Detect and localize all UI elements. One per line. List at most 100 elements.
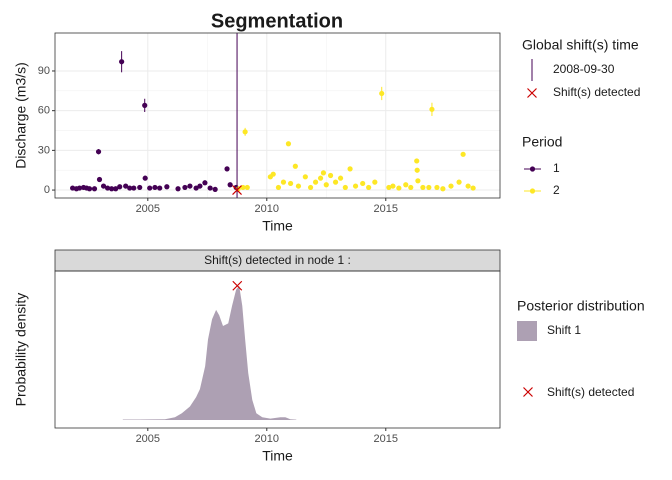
point <box>197 183 203 189</box>
point <box>142 175 148 181</box>
point <box>460 151 466 157</box>
point <box>244 184 250 191</box>
legend-key <box>529 188 536 194</box>
point <box>470 185 476 191</box>
legend-key <box>529 166 536 172</box>
point <box>317 175 324 181</box>
point <box>408 184 414 191</box>
point <box>182 184 188 191</box>
point <box>292 163 298 169</box>
point <box>95 149 102 155</box>
y-tick-label: 90 <box>38 65 50 77</box>
point <box>295 183 302 189</box>
point <box>123 183 129 189</box>
point <box>415 178 421 184</box>
point <box>420 184 426 191</box>
point <box>147 185 153 191</box>
point <box>434 184 440 191</box>
point <box>360 180 366 187</box>
point <box>137 184 143 191</box>
point <box>372 179 378 185</box>
point <box>187 183 193 189</box>
legend-label: Shift(s) detected <box>547 385 634 399</box>
point <box>414 158 420 164</box>
y-axis-title: Probability density <box>13 293 29 407</box>
point <box>302 174 308 180</box>
legend-label: 2 <box>553 183 560 197</box>
point <box>76 185 83 191</box>
point <box>242 129 248 135</box>
point <box>175 186 181 192</box>
point <box>456 179 462 185</box>
x-tick-label: 2015 <box>374 203 398 215</box>
point <box>152 184 158 191</box>
strip-label: Shift(s) detected in node 1 : <box>204 253 351 267</box>
point <box>117 184 123 190</box>
point <box>465 183 471 189</box>
point <box>142 102 148 108</box>
x-axis-title: Time <box>262 448 293 464</box>
point <box>390 183 396 189</box>
point <box>270 171 276 177</box>
point <box>164 184 170 190</box>
y-tick-label: 30 <box>38 144 50 156</box>
point <box>86 186 93 192</box>
x-tick-label: 2010 <box>255 433 279 445</box>
point <box>366 184 372 191</box>
point <box>379 90 385 97</box>
legend-label: Shift(s) detected <box>553 85 640 99</box>
point <box>312 179 319 185</box>
point <box>100 183 107 189</box>
point <box>157 185 163 191</box>
point <box>403 182 409 188</box>
point <box>207 185 213 191</box>
point <box>275 184 282 191</box>
x-axis-title: Time <box>262 218 293 234</box>
point <box>386 184 392 191</box>
point <box>127 185 133 191</box>
chart-title: Segmentation <box>211 10 343 32</box>
point <box>91 186 98 192</box>
point <box>287 180 294 187</box>
point <box>320 170 327 176</box>
y-tick-label: 0 <box>44 184 50 196</box>
legend-label: 2008-09-30 <box>553 62 615 76</box>
density-area <box>122 285 297 420</box>
plot-panel <box>55 271 500 428</box>
x-tick-label: 2005 <box>136 433 160 445</box>
point <box>224 166 230 172</box>
point <box>342 184 348 191</box>
point <box>332 179 339 185</box>
x-tick-label: 2015 <box>374 433 398 445</box>
legend-label: 1 <box>553 161 560 175</box>
point <box>212 186 218 192</box>
legend-key <box>527 88 537 98</box>
point <box>96 176 103 183</box>
panel-border <box>54 32 501 199</box>
y-tick-label: 60 <box>38 105 50 117</box>
point <box>285 141 292 147</box>
point <box>119 59 125 65</box>
x-tick-label: 2010 <box>255 203 279 215</box>
legend-label: Shift 1 <box>547 323 581 337</box>
legend-key <box>517 321 537 341</box>
legend-title: Period <box>522 134 562 150</box>
point <box>352 183 359 189</box>
point <box>396 185 402 191</box>
point <box>327 172 334 179</box>
shift-marker <box>232 280 243 291</box>
point <box>131 185 137 191</box>
point <box>429 106 435 112</box>
point <box>323 182 329 188</box>
legend-title: Posterior distribution <box>517 298 645 314</box>
point <box>104 185 111 191</box>
shift-marker <box>232 185 242 195</box>
point <box>440 186 446 192</box>
point <box>109 186 115 192</box>
legend-key <box>523 387 533 397</box>
point <box>448 183 454 189</box>
point <box>337 175 344 181</box>
point <box>113 186 119 192</box>
point <box>202 180 208 186</box>
